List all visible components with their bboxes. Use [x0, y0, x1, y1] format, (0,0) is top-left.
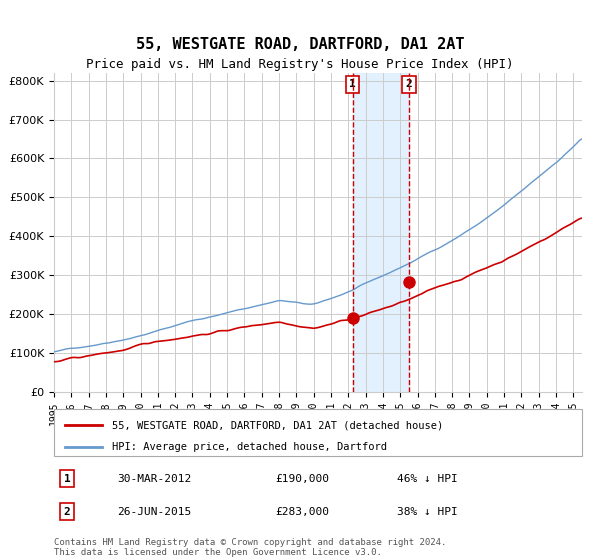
Text: £283,000: £283,000	[276, 507, 330, 517]
Text: 55, WESTGATE ROAD, DARTFORD, DA1 2AT (detached house): 55, WESTGATE ROAD, DARTFORD, DA1 2AT (de…	[112, 421, 443, 431]
Bar	[353, 73, 409, 392]
Text: HPI: Average price, detached house, Dartford: HPI: Average price, detached house, Dart…	[112, 442, 387, 452]
Text: £190,000: £190,000	[276, 474, 330, 484]
Text: 30-MAR-2012: 30-MAR-2012	[118, 474, 191, 484]
Text: 1: 1	[64, 474, 71, 484]
Text: Contains HM Land Registry data © Crown copyright and database right 2024.
This d: Contains HM Land Registry data © Crown c…	[54, 538, 446, 557]
Text: 2: 2	[406, 80, 412, 90]
Text: 46% ↓ HPI: 46% ↓ HPI	[397, 474, 458, 484]
Text: 38% ↓ HPI: 38% ↓ HPI	[397, 507, 458, 517]
FancyBboxPatch shape	[54, 409, 582, 456]
Text: 2: 2	[64, 507, 71, 517]
Text: Price paid vs. HM Land Registry's House Price Index (HPI): Price paid vs. HM Land Registry's House …	[86, 58, 514, 71]
Text: 1: 1	[349, 80, 356, 90]
Text: 26-JUN-2015: 26-JUN-2015	[118, 507, 191, 517]
Text: 55, WESTGATE ROAD, DARTFORD, DA1 2AT: 55, WESTGATE ROAD, DARTFORD, DA1 2AT	[136, 38, 464, 52]
